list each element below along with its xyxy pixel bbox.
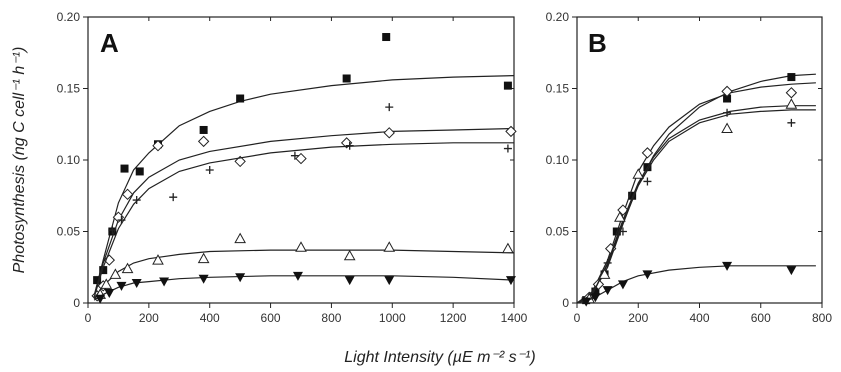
panel-b-series-1 bbox=[577, 73, 816, 304]
panel-a-series-3-point bbox=[206, 166, 214, 174]
panel-a-series-3-point bbox=[133, 196, 141, 204]
panel-a-x-tick-label: 400 bbox=[200, 311, 220, 325]
panel-a-y-tick-label: 0.15 bbox=[57, 82, 81, 96]
panel-a-series-5-point bbox=[235, 273, 245, 282]
y-axis-title: Photosynthesis (ng C cell⁻¹ h⁻¹) bbox=[11, 47, 28, 274]
panel-b-series-2 bbox=[577, 83, 816, 303]
panel-a-x-tick-label: 1000 bbox=[379, 311, 406, 325]
panel-a-series-4-point bbox=[199, 254, 209, 263]
panel-a-series-5-point bbox=[384, 276, 394, 285]
panel-a-y-tick-label: 0.05 bbox=[57, 225, 81, 239]
panel-a-series-4 bbox=[94, 234, 514, 299]
panel-a-x-tick-label: 1400 bbox=[501, 311, 528, 325]
panel-b-series-3 bbox=[577, 109, 816, 303]
panel-b-series-5-fit-curve bbox=[577, 266, 816, 303]
panel-a-series-2 bbox=[92, 126, 516, 300]
panel-b-series-3-fit-curve bbox=[577, 110, 816, 303]
x-axis-title: Light Intensity (µE m⁻² s⁻¹) bbox=[344, 349, 535, 366]
panel-b-x-tick-label: 0 bbox=[574, 311, 581, 325]
panel-b-series-5-point bbox=[618, 280, 628, 289]
panel-a-series-3-point bbox=[169, 193, 177, 201]
panel-a-series-4-point bbox=[345, 251, 355, 260]
panel-a-y-tick-label: 0.20 bbox=[57, 10, 81, 24]
panel-a-series-2-fit-curve bbox=[94, 129, 514, 296]
panel-a-chart: A 0 200 400 600 800 1000 1200 1400 0 0.05 0.10 0.15 0… bbox=[57, 10, 528, 325]
panel-b-series-2-point bbox=[786, 88, 796, 98]
panel-a-series-3 bbox=[94, 103, 514, 297]
panel-a-series-2-point bbox=[384, 128, 394, 138]
panel-a-series-4-point bbox=[384, 242, 394, 251]
panel-a-series-1-point bbox=[504, 82, 512, 90]
panel-b-series-1-fit-curve bbox=[577, 74, 816, 303]
panel-b-series-3-point bbox=[787, 119, 795, 127]
panel-a-series-5-point bbox=[345, 276, 355, 285]
panel-a-series-3-point bbox=[385, 103, 393, 111]
panel-b-y-tick-label: 0.15 bbox=[546, 82, 570, 96]
panel-b-plot-frame bbox=[577, 17, 822, 303]
panel-a-series-5-point bbox=[159, 278, 169, 287]
panel-b-series-5-point bbox=[786, 266, 796, 275]
panel-a-series-4-point bbox=[296, 242, 306, 251]
panel-a-series-1-point bbox=[121, 165, 129, 173]
panel-a-series-5 bbox=[94, 272, 516, 304]
panel-b-x-tick-label: 400 bbox=[689, 311, 709, 325]
panel-b-series-4-point bbox=[722, 124, 732, 133]
panel-a-series-5-point bbox=[116, 282, 126, 291]
panel-a-series-1-point bbox=[382, 33, 390, 41]
panel-a-x-tick-label: 0 bbox=[85, 311, 92, 325]
panel-a-y-tick-label: 0.10 bbox=[57, 153, 81, 167]
panel-b-x-tick-label: 800 bbox=[812, 311, 832, 325]
panel-b-series-4 bbox=[577, 99, 816, 303]
panel-a-series-2-point bbox=[199, 136, 209, 146]
panel-b-y-tick-label: 0 bbox=[562, 296, 569, 310]
panel-b-chart: B 0 200 400 600 800 0 0.05 0.10 0.15 0.20 bbox=[546, 10, 833, 325]
panel-b-series-4-point bbox=[786, 99, 796, 108]
panel-a-x-tick-label: 1200 bbox=[440, 311, 467, 325]
panel-b-panel-letter: B bbox=[588, 28, 607, 58]
panel-a-y-tick-label: 0 bbox=[73, 296, 80, 310]
panel-a-series-5-point bbox=[199, 275, 209, 284]
panel-b-series-4-point bbox=[633, 169, 643, 178]
panel-a-series-5-fit-curve bbox=[94, 276, 514, 300]
panel-a-series-1-point bbox=[343, 74, 351, 82]
panel-b-series-5 bbox=[577, 262, 816, 307]
panel-a-series-1-point bbox=[136, 167, 144, 175]
panel-b-x-tick-label: 200 bbox=[628, 311, 648, 325]
panel-a-x-tick-label: 200 bbox=[139, 311, 159, 325]
panel-a-series-1 bbox=[93, 33, 514, 296]
panel-a-panel-letter: A bbox=[100, 28, 119, 58]
panel-a-x-tick-label: 600 bbox=[261, 311, 281, 325]
panel-b-y-tick-label: 0.10 bbox=[546, 153, 570, 167]
panel-b-y-tick-label: 0.20 bbox=[546, 10, 570, 24]
panel-a-series-3-point bbox=[504, 145, 512, 153]
panel-a-series-1-point bbox=[236, 95, 244, 103]
panel-b-series-3-point bbox=[643, 177, 651, 185]
panel-b-y-tick-label: 0.05 bbox=[546, 225, 570, 239]
panel-a-x-tick-label: 800 bbox=[321, 311, 341, 325]
panel-a-series-4-point bbox=[503, 244, 513, 253]
panel-b-series-5-point bbox=[603, 286, 613, 295]
panel-b-series-2-fit-curve bbox=[577, 83, 816, 303]
panel-a-series-1-point bbox=[200, 126, 208, 134]
panel-b-series-4-fit-curve bbox=[577, 106, 816, 303]
panel-a-series-4-point bbox=[235, 234, 245, 243]
panel-a-series-3-fit-curve bbox=[94, 143, 514, 297]
panel-b-x-tick-label: 600 bbox=[751, 311, 771, 325]
panel-b-series-1-point bbox=[787, 73, 795, 81]
